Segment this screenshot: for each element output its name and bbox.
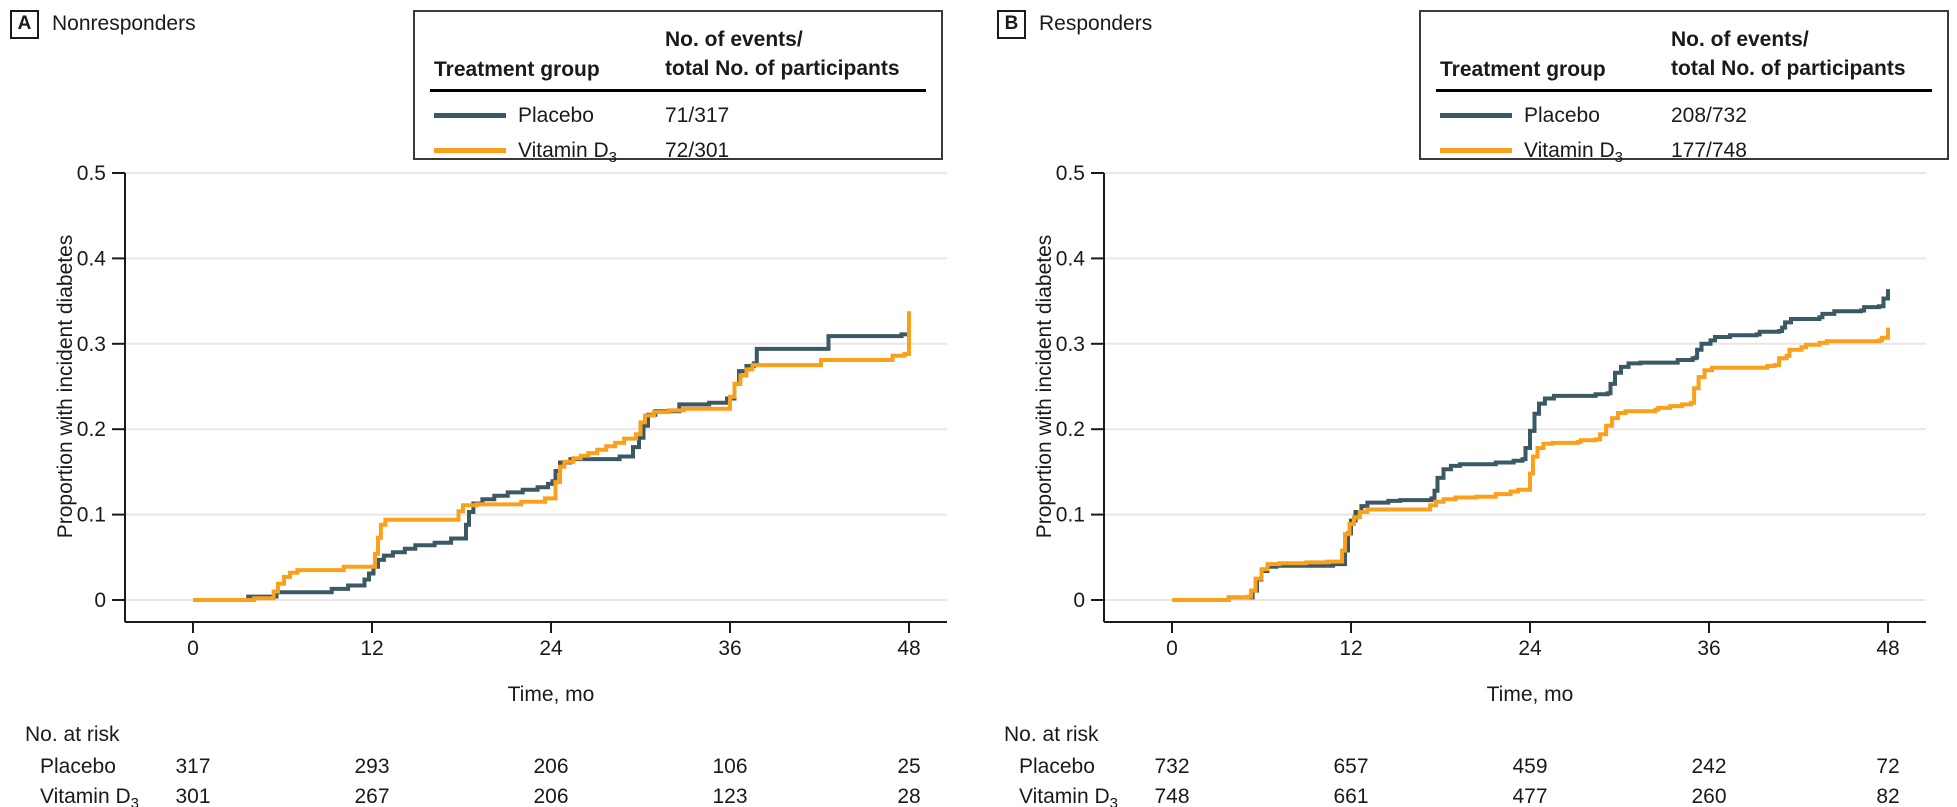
legend-line-swatch-vitamin-d3	[434, 148, 506, 153]
y-tick-label: 0.2	[1056, 418, 1085, 441]
at-risk-count: 657	[1333, 755, 1368, 778]
legend-label: Placebo	[1524, 104, 1600, 127]
y-tick-label: 0.2	[77, 418, 106, 441]
at-risk-count: 317	[175, 755, 210, 778]
x-tick-label: 12	[360, 637, 383, 660]
at-risk-count: 82	[1876, 785, 1899, 807]
at-risk-count: 123	[712, 785, 747, 807]
at-risk-count: 301	[175, 785, 210, 807]
km-curve-vitamin-d3	[193, 311, 911, 602]
at-risk-count: 72	[1876, 755, 1899, 778]
legend-label: Vitamin D3	[518, 139, 617, 167]
at-risk-count: 732	[1154, 755, 1189, 778]
legend-label: Placebo	[518, 104, 594, 127]
at-risk-count: 293	[354, 755, 389, 778]
y-axis-title: Proportion with incident diabetes	[1033, 235, 1056, 539]
at-risk-count: 661	[1333, 785, 1368, 807]
x-tick-label: 48	[1876, 637, 1899, 660]
panel-title: Responders	[1039, 12, 1153, 35]
x-tick-label: 24	[1518, 637, 1542, 660]
panel-header: B Responders	[997, 8, 1152, 40]
legend-line-swatch-vitamin-d3	[1440, 148, 1512, 153]
at-risk-row-label: Placebo	[40, 755, 116, 778]
x-tick-label: 36	[1697, 637, 1720, 660]
legend-box: No. of events/total No. of participants …	[413, 10, 943, 165]
legend-value: 71/317	[665, 104, 730, 127]
x-axis-title: Time, mo	[508, 683, 595, 706]
at-risk-row-label: Placebo	[1019, 755, 1095, 778]
panel-letter-badge: B	[997, 9, 1026, 39]
panel-title: Nonresponders	[52, 12, 196, 35]
panel-responders: 0 0.1 0.2 0.3 0.4 0.5 0 12 24 36 48 Proportion with…	[979, 0, 1957, 807]
x-tick-label: 36	[718, 637, 741, 660]
at-risk-count: 242	[1691, 755, 1726, 778]
legend-row-placebo: Placebo 208/732	[1421, 102, 1947, 132]
y-tick-label: 0.5	[77, 162, 106, 185]
legend-line-swatch-placebo	[1440, 113, 1512, 118]
at-risk-count: 206	[533, 755, 568, 778]
at-risk-count: 206	[533, 785, 568, 807]
panel-letter-badge: A	[10, 9, 39, 39]
legend-col2-header: No. of events/total No. of participants	[1671, 28, 1906, 80]
at-risk-header: No. at risk	[25, 723, 120, 746]
y-tick-label: 0	[94, 589, 106, 612]
legend-label: Vitamin D3	[1524, 139, 1623, 167]
at-risk-count: 28	[897, 785, 920, 807]
km-curve-placebo	[193, 332, 909, 602]
legend-value: 208/732	[1671, 104, 1747, 127]
at-risk-count: 25	[897, 755, 920, 778]
legend-divider	[1436, 89, 1932, 92]
legend-value: 72/301	[665, 139, 730, 162]
y-tick-label: 0.1	[77, 504, 106, 527]
panel-nonresponders: 0 0.1 0.2 0.3 0.4 0.5 0 12 24 36 48 Proportion with…	[0, 0, 978, 807]
km-curve-vitamin-d3	[1172, 327, 1890, 602]
y-tick-label: 0.4	[1056, 247, 1086, 270]
x-tick-label: 48	[897, 637, 920, 660]
legend-box: No. of events/total No. of participants …	[1419, 10, 1949, 165]
x-tick-label: 12	[1339, 637, 1362, 660]
y-tick-label: 0.3	[1056, 333, 1085, 356]
at-risk-count: 477	[1512, 785, 1547, 807]
at-risk-row-label: Vitamin D3	[40, 785, 139, 807]
at-risk-count: 748	[1154, 785, 1189, 807]
at-risk-count: 260	[1691, 785, 1726, 807]
km-curve-placebo	[1172, 289, 1890, 602]
legend-divider	[430, 89, 926, 92]
legend-col2-header: No. of events/total No. of participants	[665, 28, 900, 80]
y-tick-label: 0.3	[77, 333, 106, 356]
y-tick-label: 0.5	[1056, 162, 1085, 185]
at-risk-count: 267	[354, 785, 389, 807]
at-risk-count: 106	[712, 755, 747, 778]
legend-row-placebo: Placebo 71/317	[415, 102, 941, 132]
at-risk-header: No. at risk	[1004, 723, 1099, 746]
at-risk-count: 459	[1512, 755, 1547, 778]
km-chart-responders: 0 0.1 0.2 0.3 0.4 0.5 0 12 24 36 48 Proportion with…	[1004, 162, 1926, 807]
x-tick-label: 0	[187, 637, 199, 660]
legend-row-vitamin-d3: Vitamin D3 177/748	[1421, 137, 1947, 167]
legend-value: 177/748	[1671, 139, 1747, 162]
legend-line-swatch-placebo	[434, 113, 506, 118]
x-axis-title: Time, mo	[1487, 683, 1574, 706]
y-tick-label: 0	[1073, 589, 1085, 612]
panel-header: A Nonresponders	[10, 8, 196, 40]
y-tick-label: 0.1	[1056, 504, 1085, 527]
legend-col1-header: Treatment group	[1440, 58, 1606, 81]
y-axis-title: Proportion with incident diabetes	[54, 235, 77, 539]
x-tick-label: 0	[1166, 637, 1178, 660]
km-chart-nonresponders: 0 0.1 0.2 0.3 0.4 0.5 0 12 24 36 48 Proportion with…	[25, 162, 947, 807]
at-risk-row-label: Vitamin D3	[1019, 785, 1118, 807]
legend-row-vitamin-d3: Vitamin D3 72/301	[415, 137, 941, 167]
y-tick-label: 0.4	[77, 247, 107, 270]
legend-col1-header: Treatment group	[434, 58, 600, 81]
x-tick-label: 24	[539, 637, 563, 660]
